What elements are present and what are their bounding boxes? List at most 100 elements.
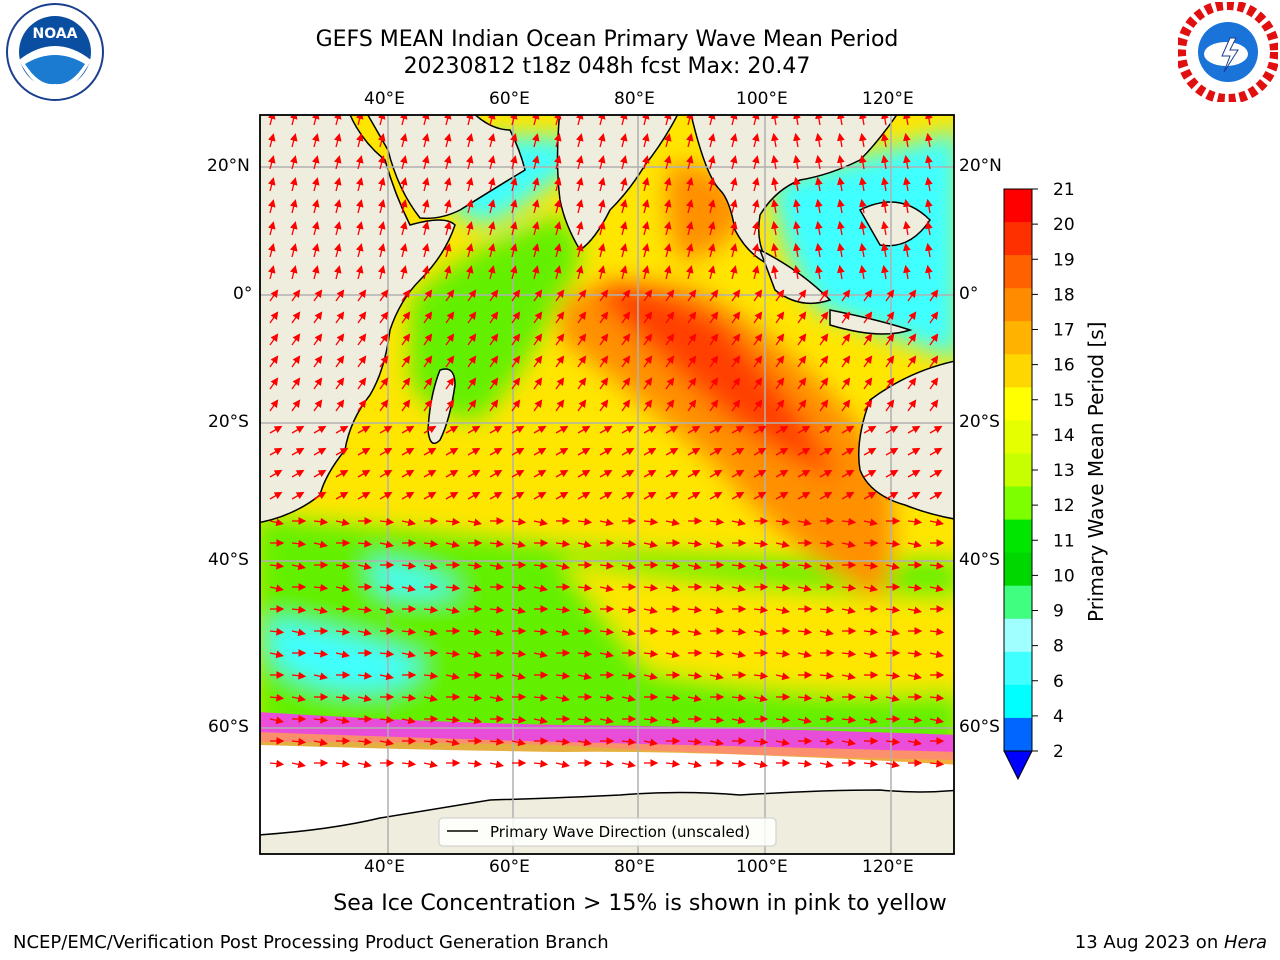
direction-arrow (751, 155, 760, 170)
direction-arrow (709, 469, 723, 478)
lon-tick-top-40e: 40°E (364, 89, 405, 109)
colorbar-tick-label: 11 (1053, 531, 1075, 551)
direction-arrow (641, 177, 650, 192)
direction-arrow (775, 289, 785, 302)
direction-arrow (357, 628, 372, 637)
direction-arrow (423, 491, 437, 500)
direction-arrow (313, 355, 323, 368)
direction-arrow (925, 176, 933, 192)
direction-arrow (357, 447, 371, 456)
direction-arrow (531, 177, 540, 192)
direction-arrow (797, 561, 813, 570)
direction-arrow (685, 199, 694, 214)
direction-arrow (621, 605, 637, 614)
direction-arrow (819, 491, 833, 500)
lat-tick-left-60s: 60°S (208, 717, 249, 737)
direction-arrow (687, 355, 697, 368)
direction-arrow (815, 220, 823, 236)
direction-arrow (819, 425, 833, 434)
direction-arrow (709, 311, 719, 324)
direction-arrow (707, 177, 716, 192)
direction-arrow (597, 265, 606, 280)
direction-arrow (599, 561, 615, 570)
footer-host: Hera (1223, 932, 1267, 953)
colorbar-segment (1004, 486, 1032, 521)
direction-arrow (423, 737, 439, 746)
direction-arrow (841, 738, 856, 747)
direction-arrow (599, 447, 613, 456)
direction-arrow (467, 447, 481, 456)
direction-arrow (333, 243, 342, 258)
direction-arrow (797, 311, 807, 324)
direction-arrow (489, 737, 505, 746)
direction-arrow (709, 606, 724, 615)
direction-arrow (885, 539, 901, 548)
direction-arrow (423, 355, 433, 368)
direction-arrow (577, 491, 591, 500)
direction-arrow (355, 115, 364, 126)
direction-arrow (313, 583, 329, 592)
direction-arrow (379, 491, 393, 500)
direction-arrow (771, 220, 779, 236)
direction-arrow (379, 517, 395, 526)
direction-arrow (313, 377, 323, 390)
direction-arrow (903, 220, 911, 236)
direction-arrow (665, 518, 680, 527)
colorbar-label: Primary Wave Mean Period [s] (1084, 321, 1108, 623)
direction-arrow (533, 627, 549, 636)
direction-arrow (489, 694, 504, 703)
direction-arrow (291, 311, 301, 324)
direction-arrow (577, 289, 587, 302)
direction-arrow (929, 650, 944, 659)
direction-arrow (841, 377, 851, 390)
colorbar-extend-arrow (1003, 750, 1033, 781)
footer-date: 13 Aug 2023 on Hera (1075, 932, 1267, 953)
direction-arrow (379, 715, 395, 724)
direction-arrow (863, 584, 878, 593)
direction-arrow (465, 177, 474, 192)
direction-arrow (775, 333, 785, 346)
direction-arrow (709, 738, 724, 747)
direction-arrow (511, 289, 521, 302)
direction-arrow (731, 377, 741, 390)
direction-arrow (445, 469, 459, 478)
direction-arrow (289, 177, 298, 192)
direction-arrow (819, 760, 834, 769)
direction-arrow (819, 469, 833, 478)
direction-arrow (553, 115, 562, 126)
direction-arrow (379, 333, 389, 346)
direction-arrow (577, 425, 591, 434)
direction-arrow (753, 562, 768, 571)
direction-arrow (335, 650, 350, 659)
direction-arrow (379, 469, 393, 478)
direction-arrow (355, 199, 364, 214)
direction-arrow (863, 627, 879, 636)
direction-arrow (729, 177, 738, 192)
direction-arrow (377, 155, 386, 170)
direction-arrow (445, 738, 460, 747)
direction-arrow (885, 605, 901, 614)
direction-arrow (599, 518, 614, 527)
direction-arrow (841, 355, 851, 368)
direction-arrow (555, 377, 565, 390)
direction-arrow (885, 289, 895, 302)
direction-arrow (509, 133, 518, 148)
direction-arrow (819, 605, 835, 614)
direction-arrow (423, 671, 439, 680)
direction-arrow (267, 133, 276, 148)
direction-arrow (423, 628, 438, 637)
direction-arrow (797, 650, 812, 659)
direction-arrow (929, 333, 939, 346)
colorbar: 21 20 19 18 17 16 15 14 13 12 11 10 9 8 6 4 2 (1003, 180, 1075, 781)
direction-arrow (267, 265, 276, 280)
direction-arrow (621, 562, 636, 571)
direction-arrow (819, 333, 829, 346)
direction-arrow (731, 759, 747, 768)
direction-arrow (555, 333, 565, 346)
direction-arrow (577, 355, 587, 368)
direction-arrow (423, 605, 439, 614)
direction-arrow (775, 491, 789, 500)
direction-arrow (533, 518, 548, 527)
direction-arrow (731, 716, 746, 725)
